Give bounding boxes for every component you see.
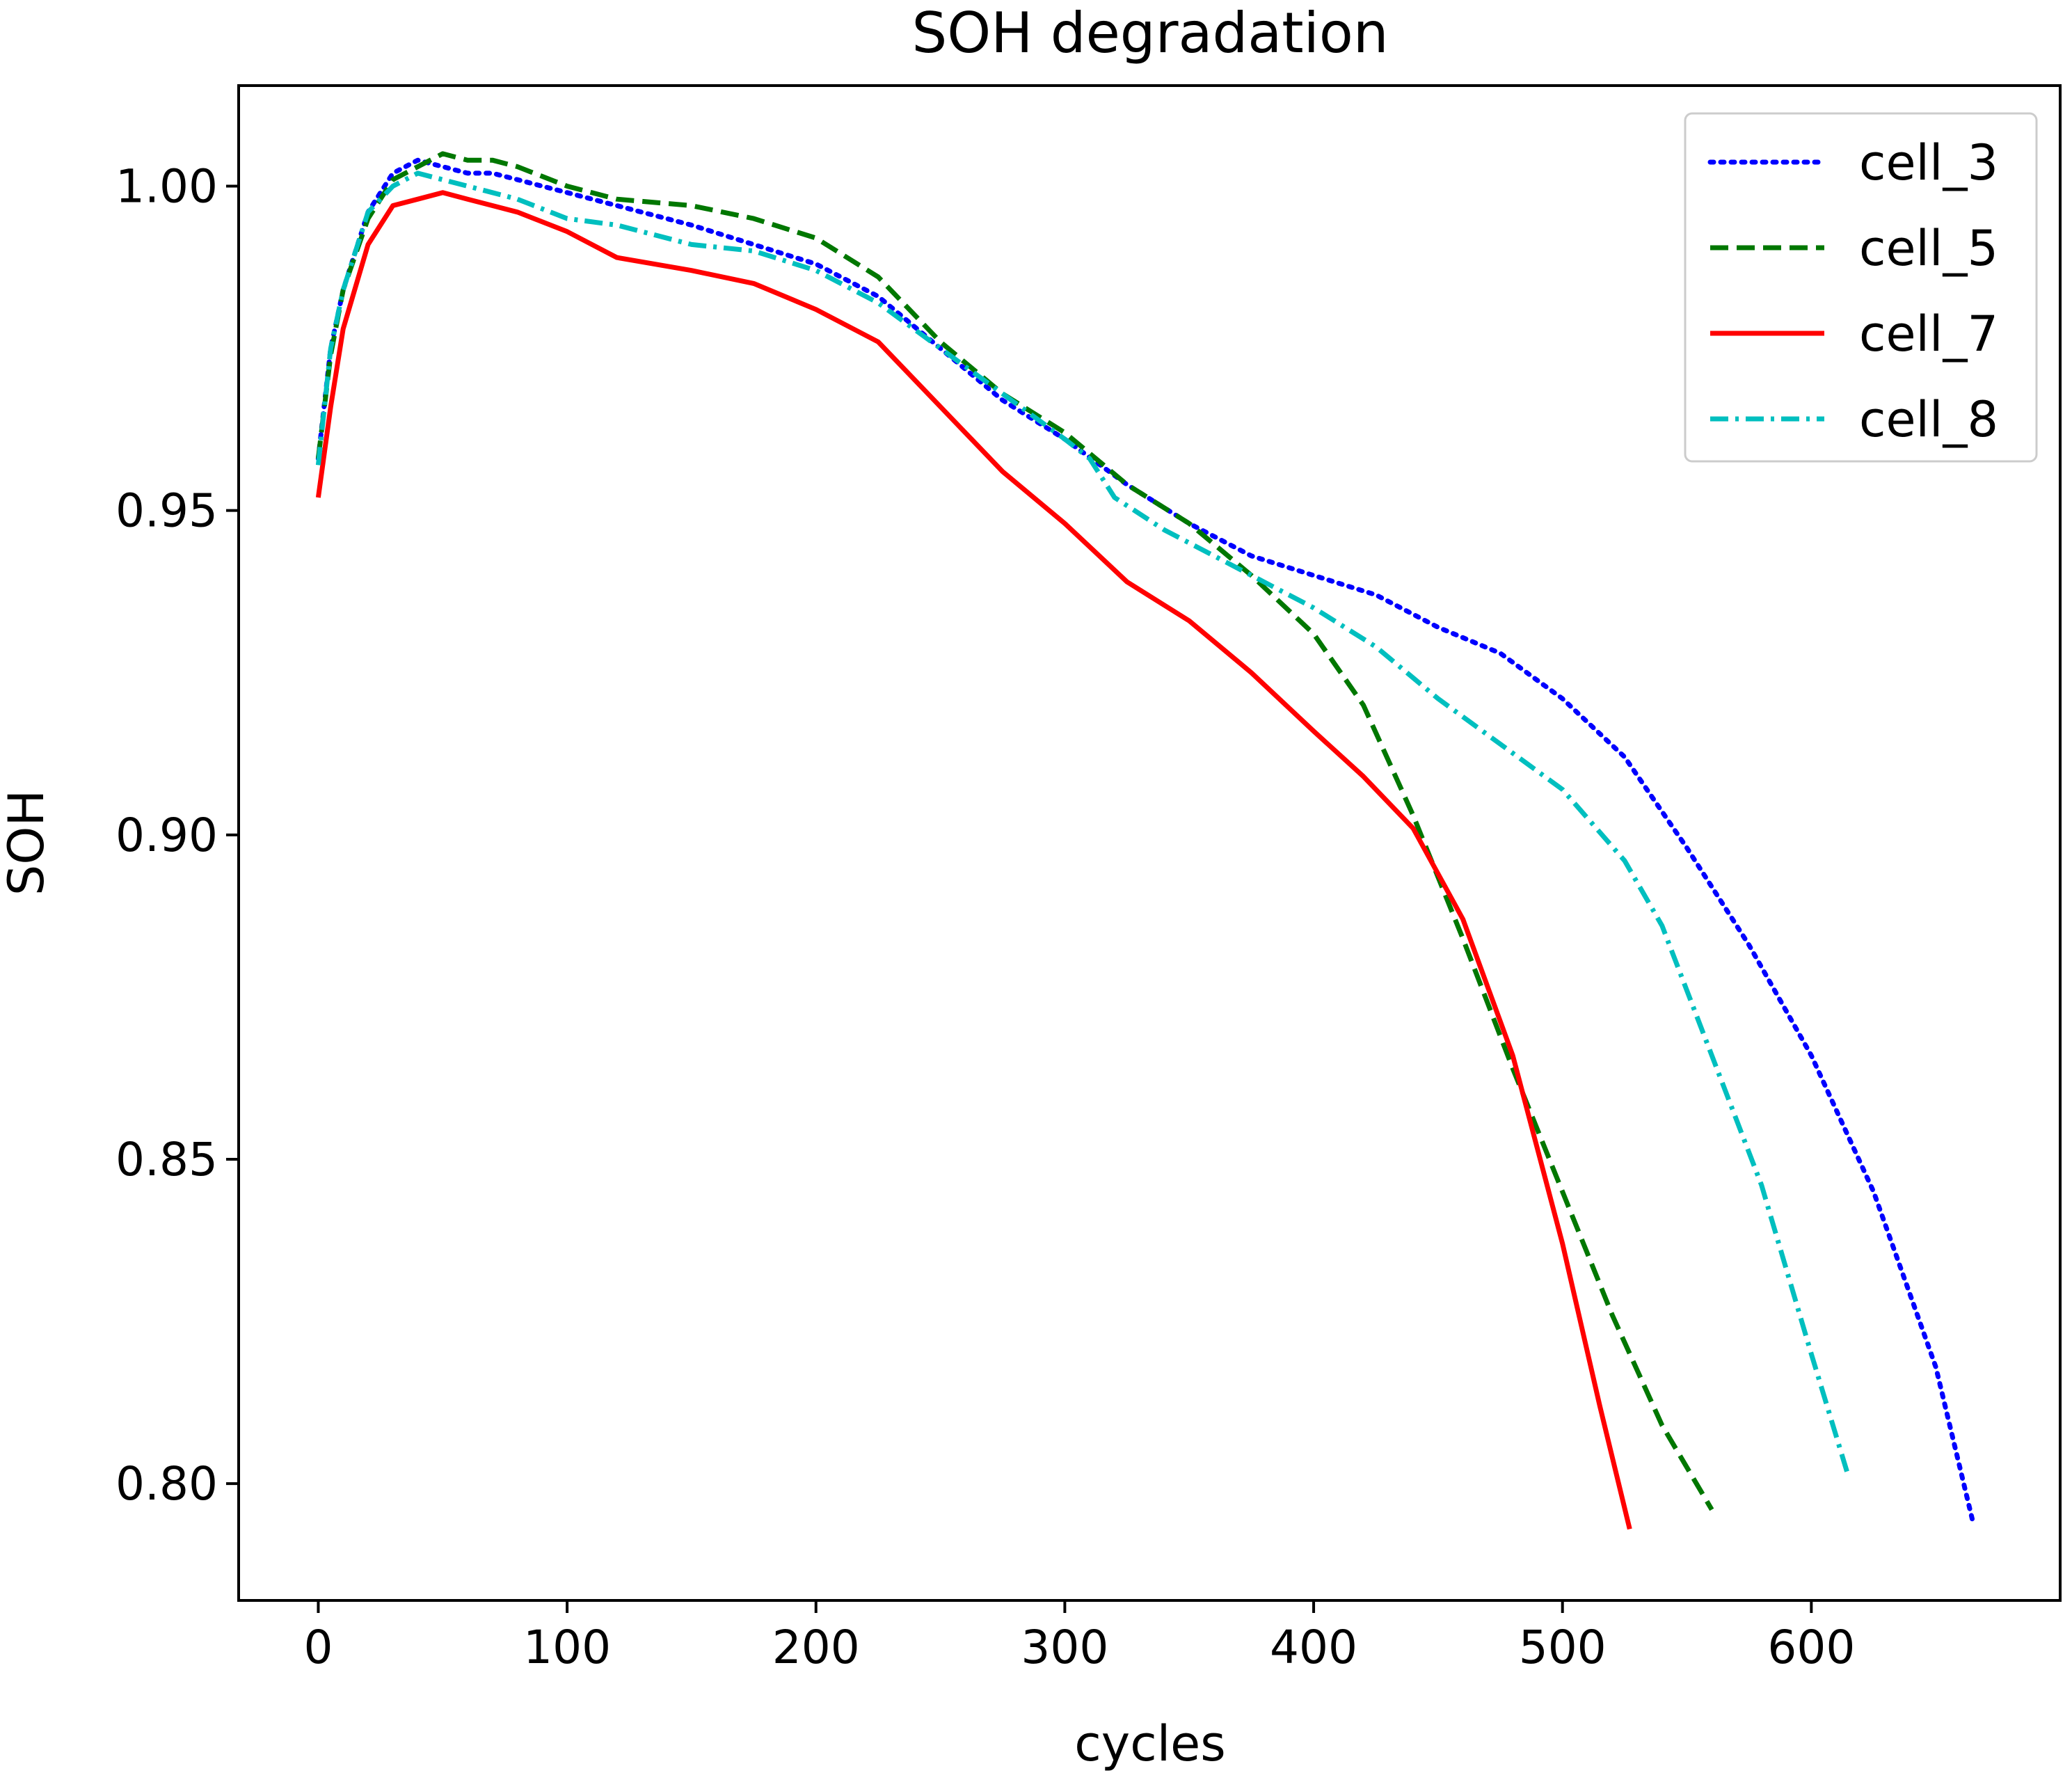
x-tick-label: 200 [772,1621,860,1674]
x-tick-label: 100 [523,1621,611,1674]
series-layer [315,151,1976,1530]
series-line-cell_5 [315,151,1714,1511]
legend: cell_3 cell_5 cell_7 cell_8 [1684,112,2038,463]
x-tick-label: 600 [1767,1621,1855,1674]
series-line-cell_8 [315,170,1851,1478]
y-tick-label: 0.95 [115,484,218,538]
x-axis-label: cycles [1074,1715,1225,1772]
x-tick-label: 0 [303,1621,333,1674]
y-axis-ticks: 0.80 0.85 0.90 0.95 1.00 [115,160,239,1511]
x-tick-label: 400 [1270,1621,1357,1674]
legend-label-cell_5: cell_5 [1859,220,1998,277]
y-axis-label: SOH [0,790,55,896]
legend-label-cell_3: cell_3 [1859,134,1998,191]
x-tick-label: 500 [1519,1621,1607,1674]
legend-box [1684,112,2038,463]
y-tick-label: 1.00 [115,160,218,214]
series-line-cell_7 [315,190,1632,1530]
y-tick-label: 0.90 [115,809,218,862]
x-tick-label: 300 [1021,1621,1108,1674]
y-tick-label: 0.80 [115,1457,218,1511]
legend-label-cell_8: cell_8 [1859,391,1998,448]
chart-title: SOH degradation [911,1,1388,65]
plot-frame [237,84,2062,1602]
series-line-cell_3 [315,157,1976,1525]
y-tick-label: 0.85 [115,1133,218,1186]
legend-label-cell_7: cell_7 [1859,305,1998,363]
x-axis-ticks: 0 100 200 300 400 500 600 [303,1600,1855,1674]
